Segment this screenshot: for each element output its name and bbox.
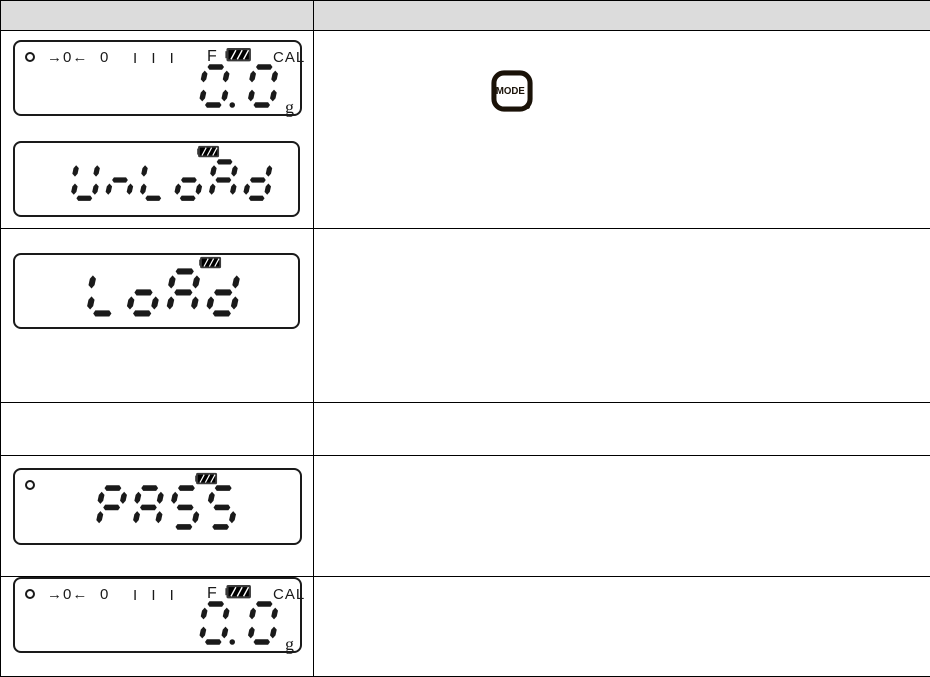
- svg-text:MODE: MODE: [496, 86, 526, 97]
